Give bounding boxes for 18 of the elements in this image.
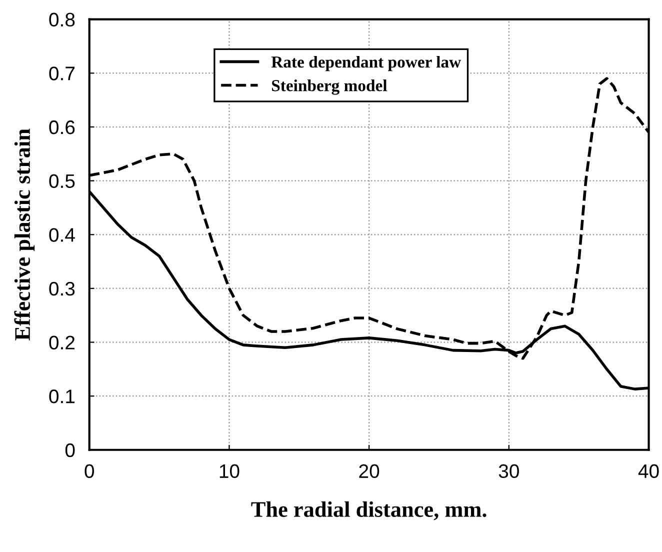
y-tick-label: 0.1 xyxy=(49,390,75,404)
y-tick-label: 0.3 xyxy=(49,282,75,296)
y-tick-label: 0.7 xyxy=(49,66,75,80)
y-tick-label: 0.2 xyxy=(49,336,75,350)
y-tick-label: 0.5 xyxy=(49,174,75,188)
y-tick-label: 0 xyxy=(65,443,75,458)
legend-label: Rate dependant power law xyxy=(271,56,461,72)
y-axis-title: Effective plastic strain xyxy=(14,128,35,340)
y-tick-label: 0.4 xyxy=(49,228,75,242)
y-tick-label: 0.6 xyxy=(49,120,75,134)
x-tick-label: 10 xyxy=(220,464,240,478)
y-tick-label: 0.8 xyxy=(49,12,75,27)
x-tick-label: 0 xyxy=(84,464,94,478)
x-tick-label: 30 xyxy=(498,464,519,478)
x-tick-label: 40 xyxy=(638,464,659,478)
x-axis-title: The radial distance, mm. xyxy=(251,501,486,520)
x-tick-label: 20 xyxy=(359,464,380,478)
legend-label: Steinberg model xyxy=(272,80,388,95)
